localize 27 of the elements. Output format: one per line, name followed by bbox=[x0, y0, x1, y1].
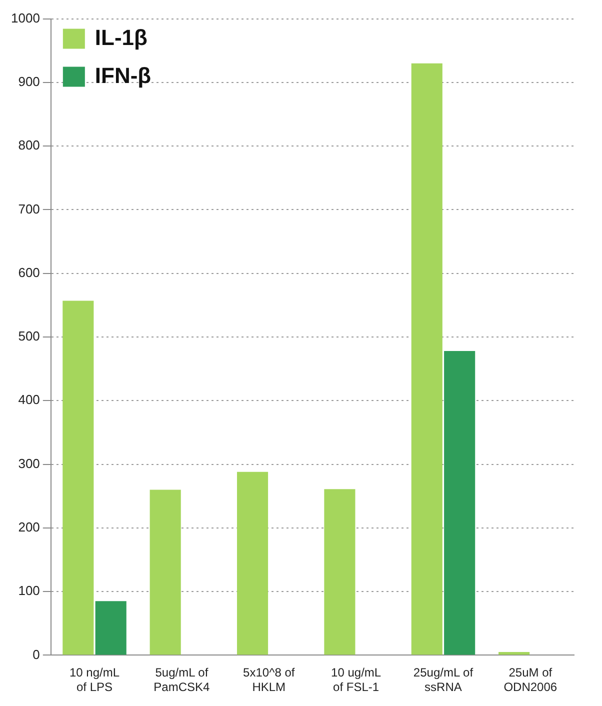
bar bbox=[324, 489, 356, 655]
y-tick-label: 700 bbox=[18, 201, 40, 216]
x-tick-label: 5x10^8 of HKLM bbox=[243, 666, 296, 694]
x-tick-label: 25uM of ODN2006 bbox=[504, 666, 558, 694]
y-tick-label: 400 bbox=[18, 392, 40, 408]
y-tick-label: 900 bbox=[18, 74, 40, 90]
legend-label: IL-1β bbox=[94, 24, 148, 50]
bar bbox=[444, 351, 476, 655]
bar bbox=[498, 652, 530, 655]
bar bbox=[95, 601, 126, 655]
y-tick-label: 1000 bbox=[11, 10, 40, 26]
x-tick-label: 10 ug/mL of FSL-1 bbox=[331, 666, 382, 694]
bar bbox=[62, 300, 94, 655]
bar bbox=[150, 490, 181, 655]
x-tick-label: 5ug/mL of PamCSK4 bbox=[154, 666, 210, 694]
y-tick-label: 500 bbox=[18, 328, 40, 344]
legend-label: IFN-β bbox=[94, 62, 152, 88]
bar bbox=[411, 63, 442, 655]
x-tick-label: 25ug/mL of ssRNA bbox=[413, 666, 474, 694]
y-tick-label: 800 bbox=[18, 138, 40, 153]
y-tick-label: 100 bbox=[18, 583, 40, 598]
y-tick-label: 600 bbox=[18, 264, 40, 280]
y-tick-label: 300 bbox=[18, 456, 40, 471]
y-tick-label: 200 bbox=[18, 520, 40, 534]
y-tick-label: 0 bbox=[32, 646, 40, 662]
x-tick-label: 10 ng/mL of LPS bbox=[69, 666, 120, 694]
bar bbox=[236, 472, 268, 655]
